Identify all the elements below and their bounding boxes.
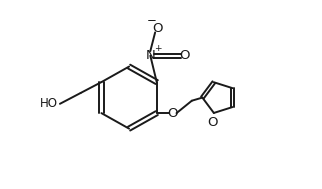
Text: O: O (180, 49, 190, 62)
Text: O: O (152, 22, 163, 35)
Text: N: N (146, 49, 155, 62)
Text: O: O (207, 116, 217, 129)
Text: HO: HO (39, 97, 57, 110)
Text: +: + (154, 44, 161, 53)
Text: −: − (147, 14, 156, 27)
Text: O: O (167, 107, 178, 120)
